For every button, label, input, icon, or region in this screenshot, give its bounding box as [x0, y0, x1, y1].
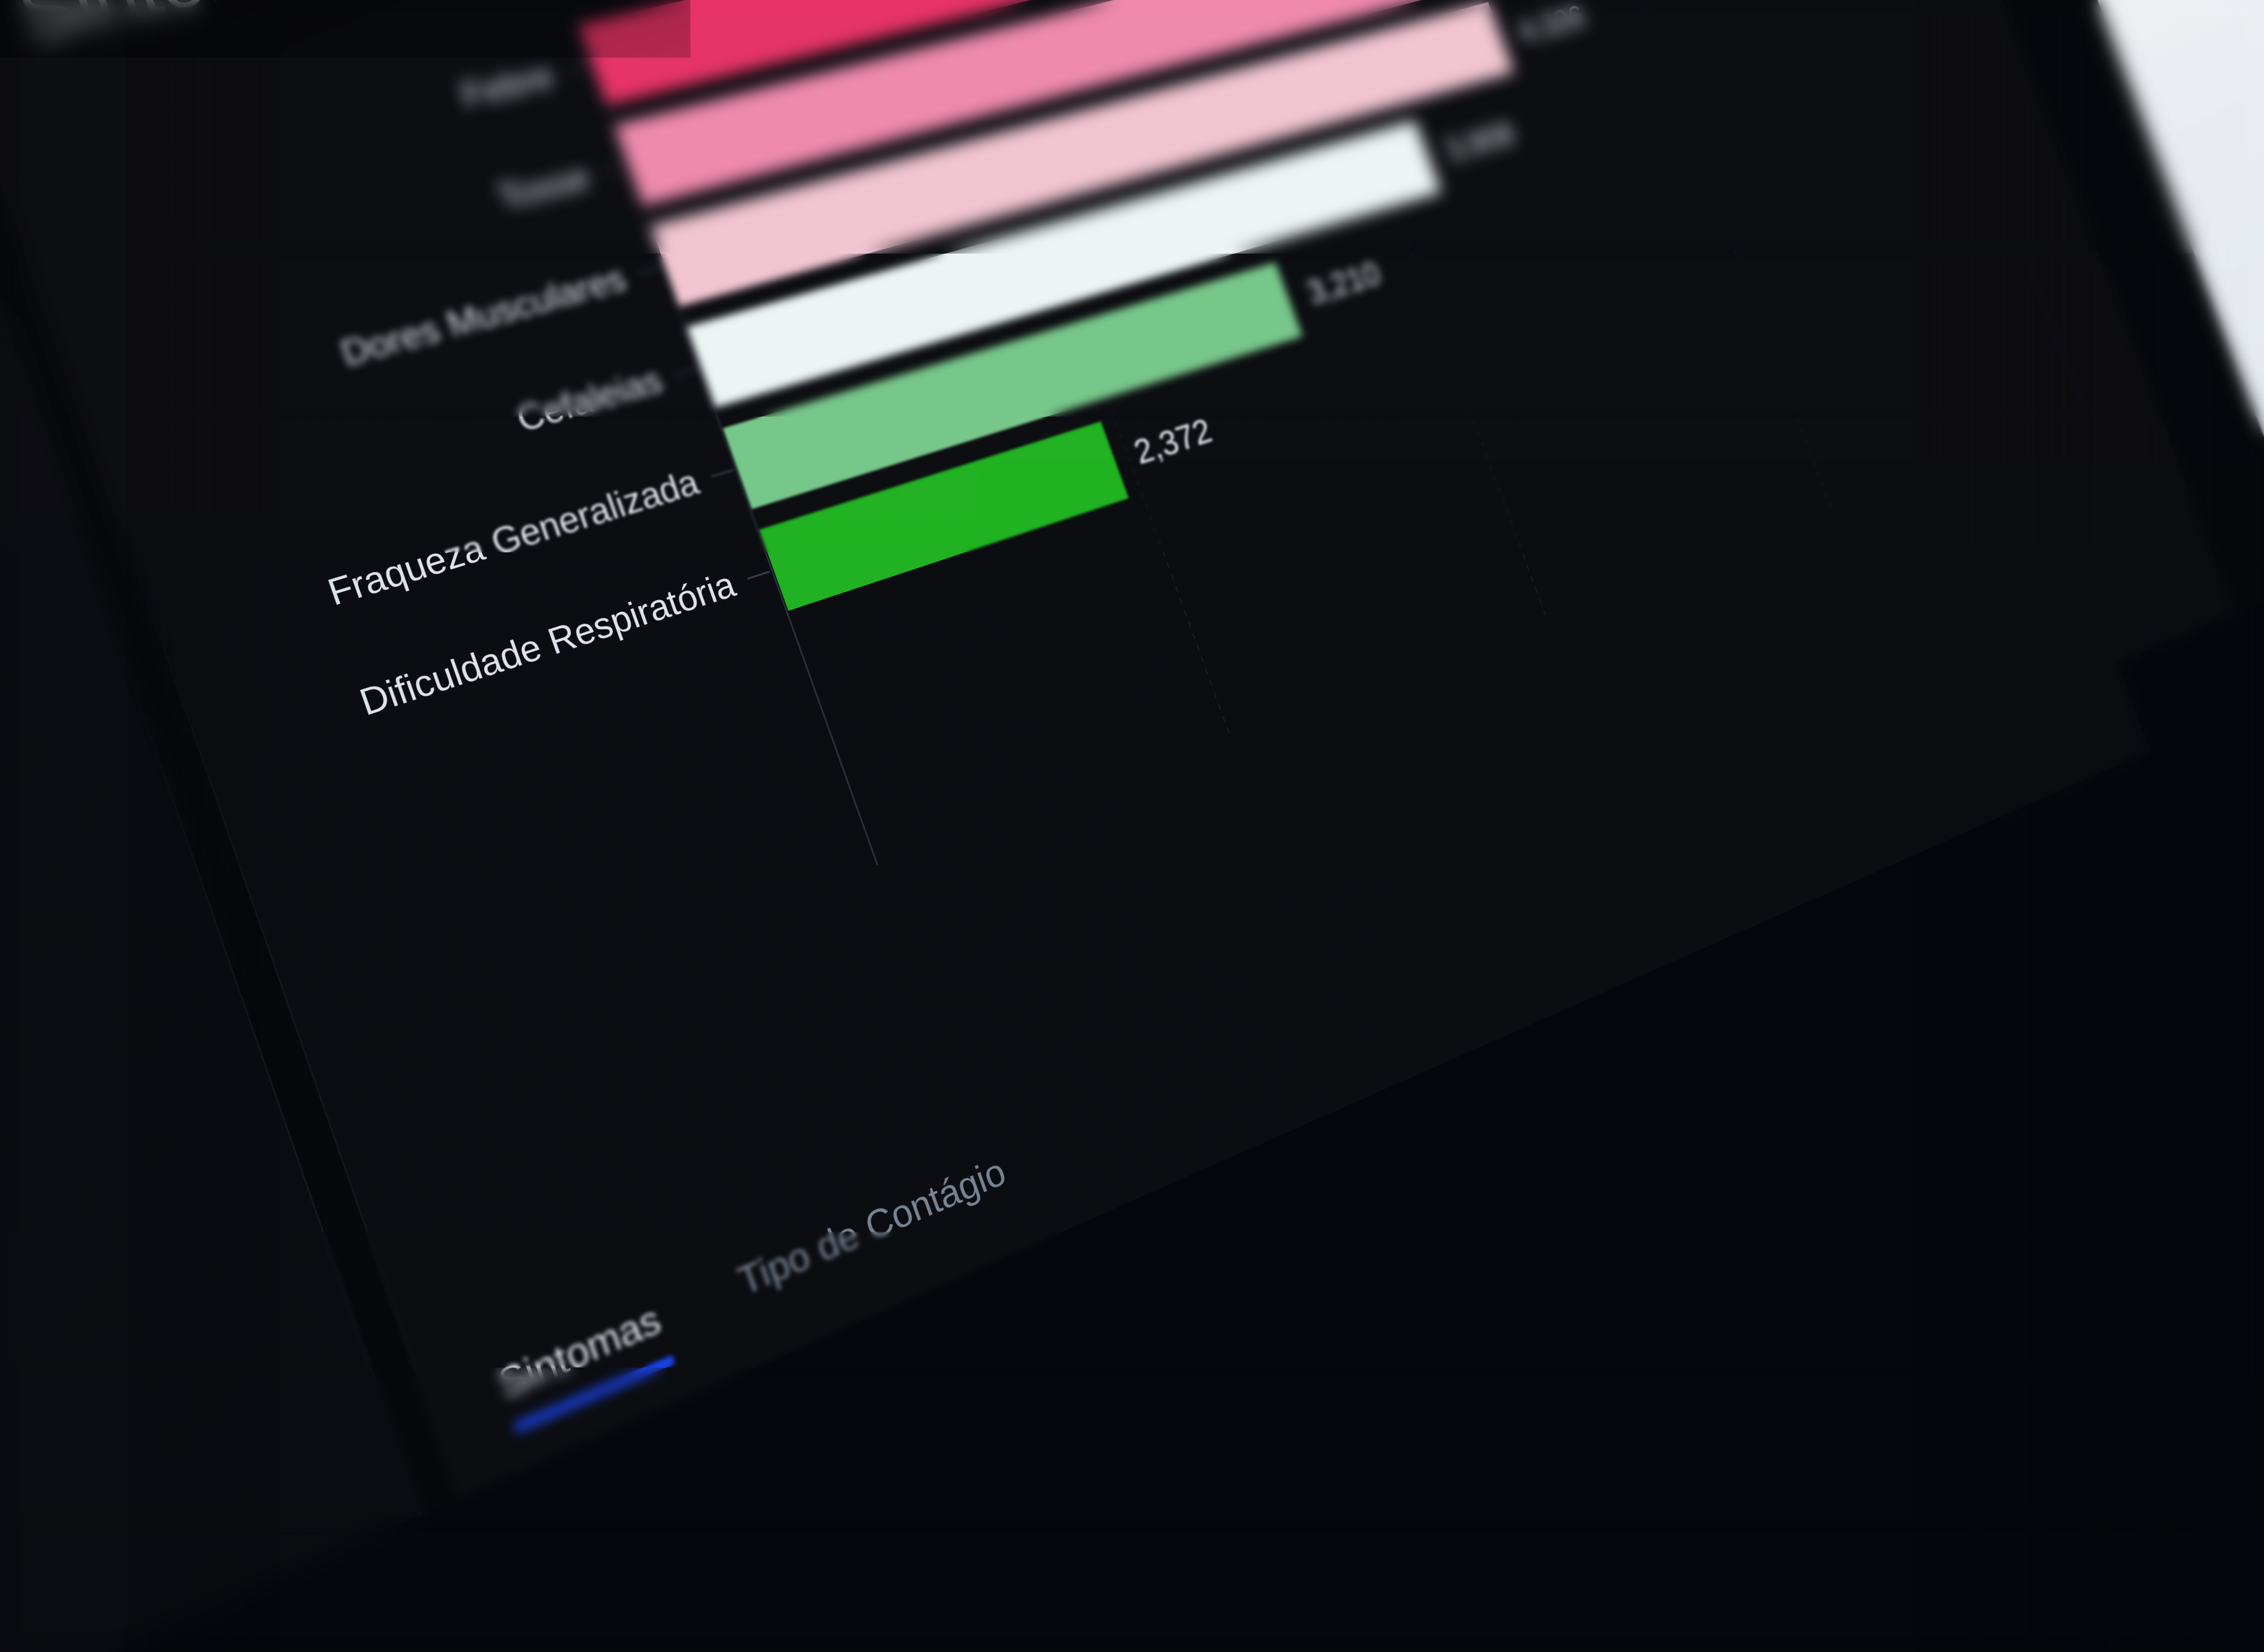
axis-tick	[747, 571, 770, 580]
chart-value-label: 4,326	[1513, 0, 1590, 50]
symptoms-bar-chart: Febre4,280Tosse4,094Dores Musculares4,32…	[63, 0, 2085, 1050]
tab-sintomas[interactable]: Sintomas	[492, 1296, 675, 1433]
monitor-photograph: Confirmados Vila Nova de Gaia Recuperado…	[0, 0, 2264, 1652]
tab-tipo-de-contagio[interactable]: Tipo de Contágio	[732, 1149, 1017, 1320]
chart-bars-container: Febre4,280Tosse4,094Dores Musculares4,32…	[63, 0, 2010, 788]
chart-value-label: 3,210	[1302, 254, 1385, 312]
axis-tick	[638, 267, 662, 274]
axis-tick	[674, 368, 697, 376]
chart-value-label: 3,908	[1440, 114, 1519, 168]
screen-stage: Confirmados Vila Nova de Gaia Recuperado…	[0, 0, 2264, 1652]
axis-tick	[602, 166, 625, 173]
panel-tabs: Sintomas Tipo de Contágio	[492, 1149, 1019, 1433]
chart-value-label: 2,372	[1129, 410, 1217, 472]
axis-tick	[566, 65, 590, 72]
monitor-screen: Confirmados Vila Nova de Gaia Recuperado…	[0, 0, 2264, 1652]
axis-tick	[710, 469, 734, 478]
grupo-etario-card[interactable]: Grupo Etário	[1581, 700, 2264, 1131]
